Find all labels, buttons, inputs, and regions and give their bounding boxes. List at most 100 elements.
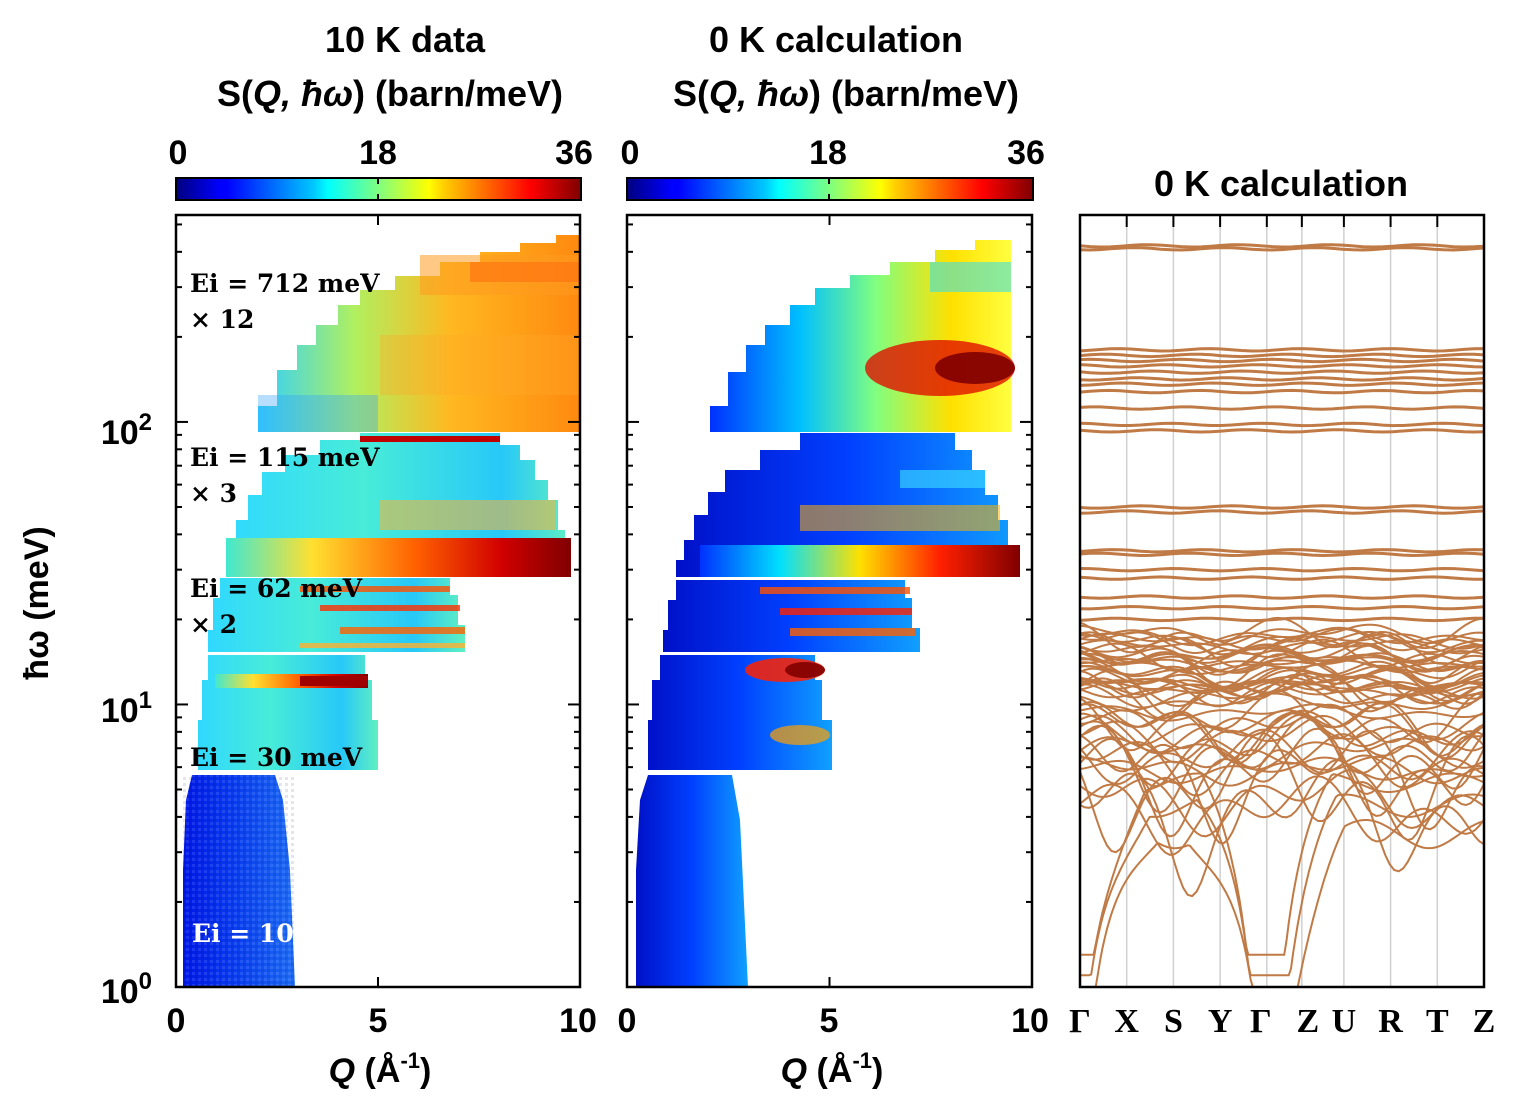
- annotation-62-multiplier: × 2: [190, 610, 237, 639]
- panel2-xtick-5: 5: [820, 1002, 839, 1040]
- annotation-712: Ei = 712 meV: [190, 269, 380, 298]
- panel3-ticks: [1079, 215, 1485, 987]
- band-optical-17: [1080, 656, 1484, 673]
- band-optical-7: [1080, 732, 1484, 854]
- kpoint-label-2: S: [1164, 1003, 1183, 1040]
- panel3-frame: [1078, 213, 1486, 989]
- panel1-xlabel: Q (Å-1): [329, 1048, 432, 1090]
- kpoint-label-0: Γ: [1069, 1003, 1091, 1040]
- calc-region-10: [636, 775, 748, 987]
- band-optical-41: [1080, 675, 1484, 693]
- band-optical-43: [1080, 736, 1484, 771]
- band-optical-35: [1080, 713, 1484, 788]
- band-optical-54: [1080, 716, 1484, 814]
- annotation-10: Ei = 10 meV: [192, 919, 365, 948]
- kpoint-label-9: Z: [1473, 1003, 1496, 1040]
- band-flat-6: [1080, 369, 1484, 375]
- band-optical-50: [1080, 755, 1484, 787]
- kpoint-label-7: R: [1378, 1003, 1403, 1040]
- band-acoustic-1: [1080, 793, 1484, 977]
- panel1-title: 10 K data: [325, 19, 486, 60]
- band-flat-12: [1080, 428, 1484, 434]
- band-flat-8: [1080, 381, 1484, 387]
- band-flat-1: [1080, 246, 1484, 252]
- band-optical-23: [1080, 700, 1484, 765]
- colorbar-2-tick-0: 0: [621, 134, 640, 172]
- panel1-heatmap: [183, 228, 579, 987]
- panel1-ticks: [175, 215, 581, 988]
- band-optical-0: [1080, 667, 1484, 705]
- panel2-xtick-0: 0: [618, 1002, 637, 1040]
- colorbar-2: 0 18 36: [621, 134, 1045, 201]
- band-optical-47: [1080, 643, 1484, 666]
- colorbar-2-tick-18: 18: [809, 134, 847, 172]
- band-flat-7: [1080, 376, 1484, 382]
- band-optical-18: [1080, 680, 1484, 699]
- band-acoustic-0: [1080, 819, 1484, 987]
- annotation-115-multiplier: × 3: [190, 479, 237, 508]
- annotation-712-multiplier: × 12: [190, 305, 254, 334]
- panel1-xtick-10: 10: [559, 1002, 597, 1040]
- band-optical-52: [1080, 675, 1484, 708]
- y-axis-label: ħω (meV): [18, 526, 56, 679]
- kpoint-label-1: X: [1114, 1003, 1139, 1040]
- band-flat-4: [1080, 357, 1484, 364]
- band-optical-48: [1080, 642, 1484, 676]
- panel1-xtick-0: 0: [167, 1002, 186, 1040]
- kpoint-label-5: Z: [1297, 1003, 1320, 1040]
- band-flat-3: [1080, 352, 1484, 359]
- band-flat-10: [1080, 405, 1484, 411]
- band-flat-18: [1080, 575, 1484, 581]
- band-flat-2: [1080, 347, 1484, 353]
- band-flat-19: [1080, 594, 1484, 600]
- band-optical-24: [1080, 689, 1484, 752]
- kpoint-label-3: Y: [1208, 1003, 1233, 1040]
- annotation-30: Ei = 30 meV: [190, 743, 363, 772]
- band-flat-11: [1080, 421, 1484, 428]
- panel3-bands: [1080, 243, 1484, 987]
- colorbar-1-tick-0: 0: [169, 134, 188, 172]
- panel2-xlabel: Q (Å-1): [781, 1048, 884, 1090]
- panel2-title: 0 K calculation: [709, 19, 963, 60]
- kpoint-label-6: U: [1332, 1003, 1357, 1040]
- panel1-annotations: Ei = 712 meV × 12 Ei = 115 meV × 3 Ei = …: [190, 269, 380, 948]
- band-optical-46: [1080, 759, 1484, 898]
- band-optical-27: [1080, 769, 1484, 838]
- colorbar-1: 0 18 36: [169, 134, 593, 201]
- band-optical-38: [1080, 756, 1484, 785]
- band-flat-5: [1080, 363, 1484, 369]
- ytick-10e2: 102: [101, 409, 152, 452]
- band-flat-0: [1080, 243, 1484, 249]
- ytick-10e0: 100: [101, 968, 152, 1011]
- band-optical-30: [1080, 775, 1484, 856]
- annotation-62: Ei = 62 meV: [190, 574, 363, 603]
- panel3-gridlines: [1125, 215, 1439, 987]
- panel2-xtick-10: 10: [1011, 1002, 1049, 1040]
- band-optical-53: [1080, 627, 1484, 655]
- band-optical-51: [1080, 703, 1484, 722]
- band-flat-17: [1080, 566, 1484, 573]
- band-acoustic-2: [1080, 772, 1484, 956]
- band-flat-14: [1080, 509, 1484, 515]
- band-flat-15: [1080, 548, 1484, 554]
- band-optical-34: [1080, 632, 1484, 651]
- kpoint-label-4: Γ: [1250, 1003, 1272, 1040]
- colorbar-2-tick-36: 36: [1007, 134, 1045, 172]
- ytick-10e1: 101: [101, 687, 152, 730]
- band-optical-36: [1080, 644, 1484, 688]
- band-flat-20: [1080, 604, 1484, 611]
- band-flat-9: [1080, 388, 1484, 395]
- kpoint-label-8: T: [1426, 1003, 1449, 1040]
- band-flat-16: [1080, 551, 1484, 558]
- band-optical-20: [1080, 626, 1484, 647]
- panel2-colorbar-label: S(Q, ħω) (barn/meV): [673, 73, 1019, 114]
- colorbar-1-tick-36: 36: [555, 134, 593, 172]
- colorbar-1-tick-18: 18: [359, 134, 397, 172]
- band-flat-13: [1080, 504, 1484, 510]
- panel1-colorbar-label: S(Q, ħω) (barn/meV): [217, 73, 563, 114]
- panel1-xtick-5: 5: [369, 1002, 388, 1040]
- band-optical-49: [1080, 692, 1484, 712]
- panel2-heatmap: [636, 232, 1020, 987]
